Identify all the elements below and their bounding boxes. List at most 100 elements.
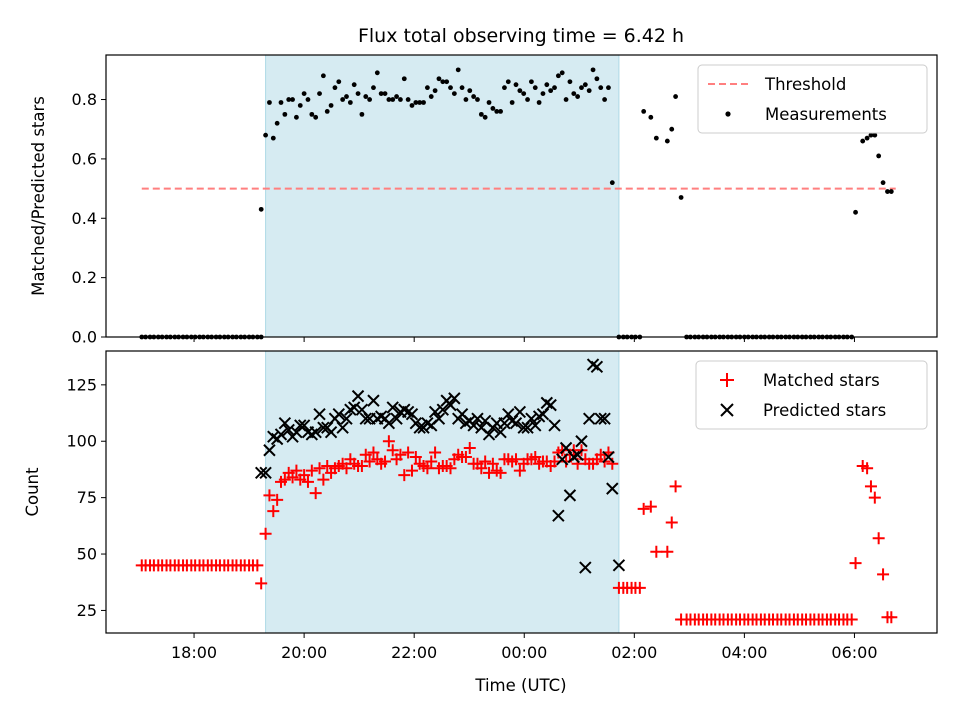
- predicted-stars-point: [521, 421, 534, 434]
- measurements-point: [386, 97, 392, 102]
- matched-stars-point: [463, 442, 476, 455]
- measurements-point: [664, 138, 670, 144]
- predicted-stars-point: [436, 403, 450, 416]
- measurements-point: [394, 94, 399, 99]
- x-tick-label: 00:00: [501, 643, 547, 662]
- measurements-point: [467, 88, 473, 94]
- matched-stars-point: [309, 487, 322, 500]
- measurements-point: [355, 91, 361, 96]
- matched-stars-point: [661, 545, 674, 558]
- measurements-point: [555, 73, 561, 79]
- predicted-stars-point: [259, 466, 272, 480]
- measurements-point: [498, 109, 503, 114]
- measurements-point: [598, 85, 604, 91]
- measurements-point: [505, 79, 511, 85]
- measurements-point: [413, 100, 419, 105]
- measurements-point: [409, 103, 415, 108]
- matched-stars-point: [644, 500, 657, 513]
- predicted-stars-point: [263, 444, 276, 457]
- predicted-stars-point: [367, 394, 380, 407]
- measurements-point: [678, 195, 684, 200]
- matched-stars-point: [398, 469, 411, 482]
- matched-stars-point: [479, 455, 492, 468]
- measurements-point: [374, 70, 380, 76]
- predicted-stars-point: [413, 421, 426, 434]
- measurements-point: [540, 91, 546, 96]
- ratio-panel: 0.00.20.40.60.8 Matched/Predicted stars …: [29, 54, 938, 347]
- ratio-y-label: Matched/Predicted stars: [29, 96, 48, 296]
- matched-stars-point: [669, 480, 682, 493]
- matched-stars-point: [494, 466, 507, 479]
- measurements-point: [290, 97, 295, 102]
- measurements-point: [575, 94, 581, 99]
- chart-title: Flux total observing time = 6.42 h: [358, 25, 684, 47]
- matched-stars-point: [259, 527, 272, 540]
- measurements-point: [336, 79, 342, 85]
- predicted-stars-point: [336, 421, 349, 434]
- predicted-stars-point: [525, 412, 538, 425]
- measurements-point: [455, 67, 461, 73]
- predicted-stars-point: [282, 423, 295, 437]
- ratio-plot-frame: [105, 54, 938, 338]
- measurements-point: [317, 91, 322, 96]
- measurements-point: [267, 100, 272, 105]
- measurements-point: [860, 138, 866, 144]
- predicted-stars-point: [467, 419, 480, 432]
- predicted-stars-point: [444, 398, 457, 412]
- measurements-point: [486, 100, 492, 105]
- matched-stars-point: [475, 462, 488, 475]
- x-tick-label: 20:00: [281, 643, 327, 662]
- matched-stars-point: [290, 464, 303, 477]
- measurements-point: [475, 97, 480, 102]
- measurements-point: [309, 111, 315, 117]
- measurements-point: [274, 120, 280, 126]
- y-tick-label: 100: [66, 432, 97, 451]
- ratio-legend: Threshold Measurements: [697, 64, 928, 134]
- matched-stars-point: [409, 451, 422, 464]
- measurements-point: [868, 132, 874, 138]
- matched-stars-point: [394, 448, 407, 461]
- matched-stars-point: [301, 475, 314, 488]
- matched-stars-point: [340, 462, 353, 475]
- legend-predicted-label: Predicted stars: [763, 401, 886, 420]
- counts-plot-frame: [105, 350, 938, 634]
- matched-stars-point: [868, 491, 881, 504]
- matched-stars-point: [556, 444, 569, 457]
- matched-stars-point: [271, 493, 284, 506]
- matched-stars-point: [321, 460, 334, 473]
- predicted-stars-point: [529, 419, 542, 432]
- x-tick-label: 04:00: [721, 643, 767, 662]
- predicted-stars-point: [347, 401, 361, 414]
- measurements-point: [548, 88, 554, 94]
- measurements-point: [263, 132, 268, 138]
- predicted-stars-point: [544, 398, 557, 412]
- measurements-point: [282, 111, 288, 117]
- predicted-stars-point: [494, 426, 507, 439]
- measurements-point: [424, 85, 430, 91]
- measurements-point: [544, 82, 550, 88]
- matched-stars-point: [444, 462, 457, 475]
- measurements-point: [432, 88, 438, 94]
- predicted-stars-point: [556, 453, 569, 466]
- measurements-point: [563, 97, 569, 102]
- matched-stars-point: [359, 448, 372, 461]
- y-tick-label: 50: [77, 545, 97, 564]
- measurements-point: [529, 79, 534, 85]
- matched-stars-point: [872, 532, 885, 545]
- measurements-point: [258, 206, 264, 212]
- measurements-point: [459, 85, 465, 91]
- measurements-point: [301, 91, 307, 96]
- measurements-point: [270, 135, 276, 141]
- predicted-stars-point: [552, 509, 565, 522]
- measurements-point: [876, 153, 882, 159]
- measurements-point: [286, 97, 292, 102]
- measurements-point: [471, 94, 477, 99]
- legend-matched-swatch: [720, 373, 734, 387]
- measurements-point: [390, 97, 396, 102]
- measurements-point: [494, 109, 500, 114]
- measurements-point: [490, 106, 496, 111]
- predicted-stars-point: [563, 489, 577, 502]
- y-tick-label: 0.2: [72, 268, 97, 287]
- measurements-point: [559, 70, 565, 76]
- measurements-point: [398, 97, 403, 102]
